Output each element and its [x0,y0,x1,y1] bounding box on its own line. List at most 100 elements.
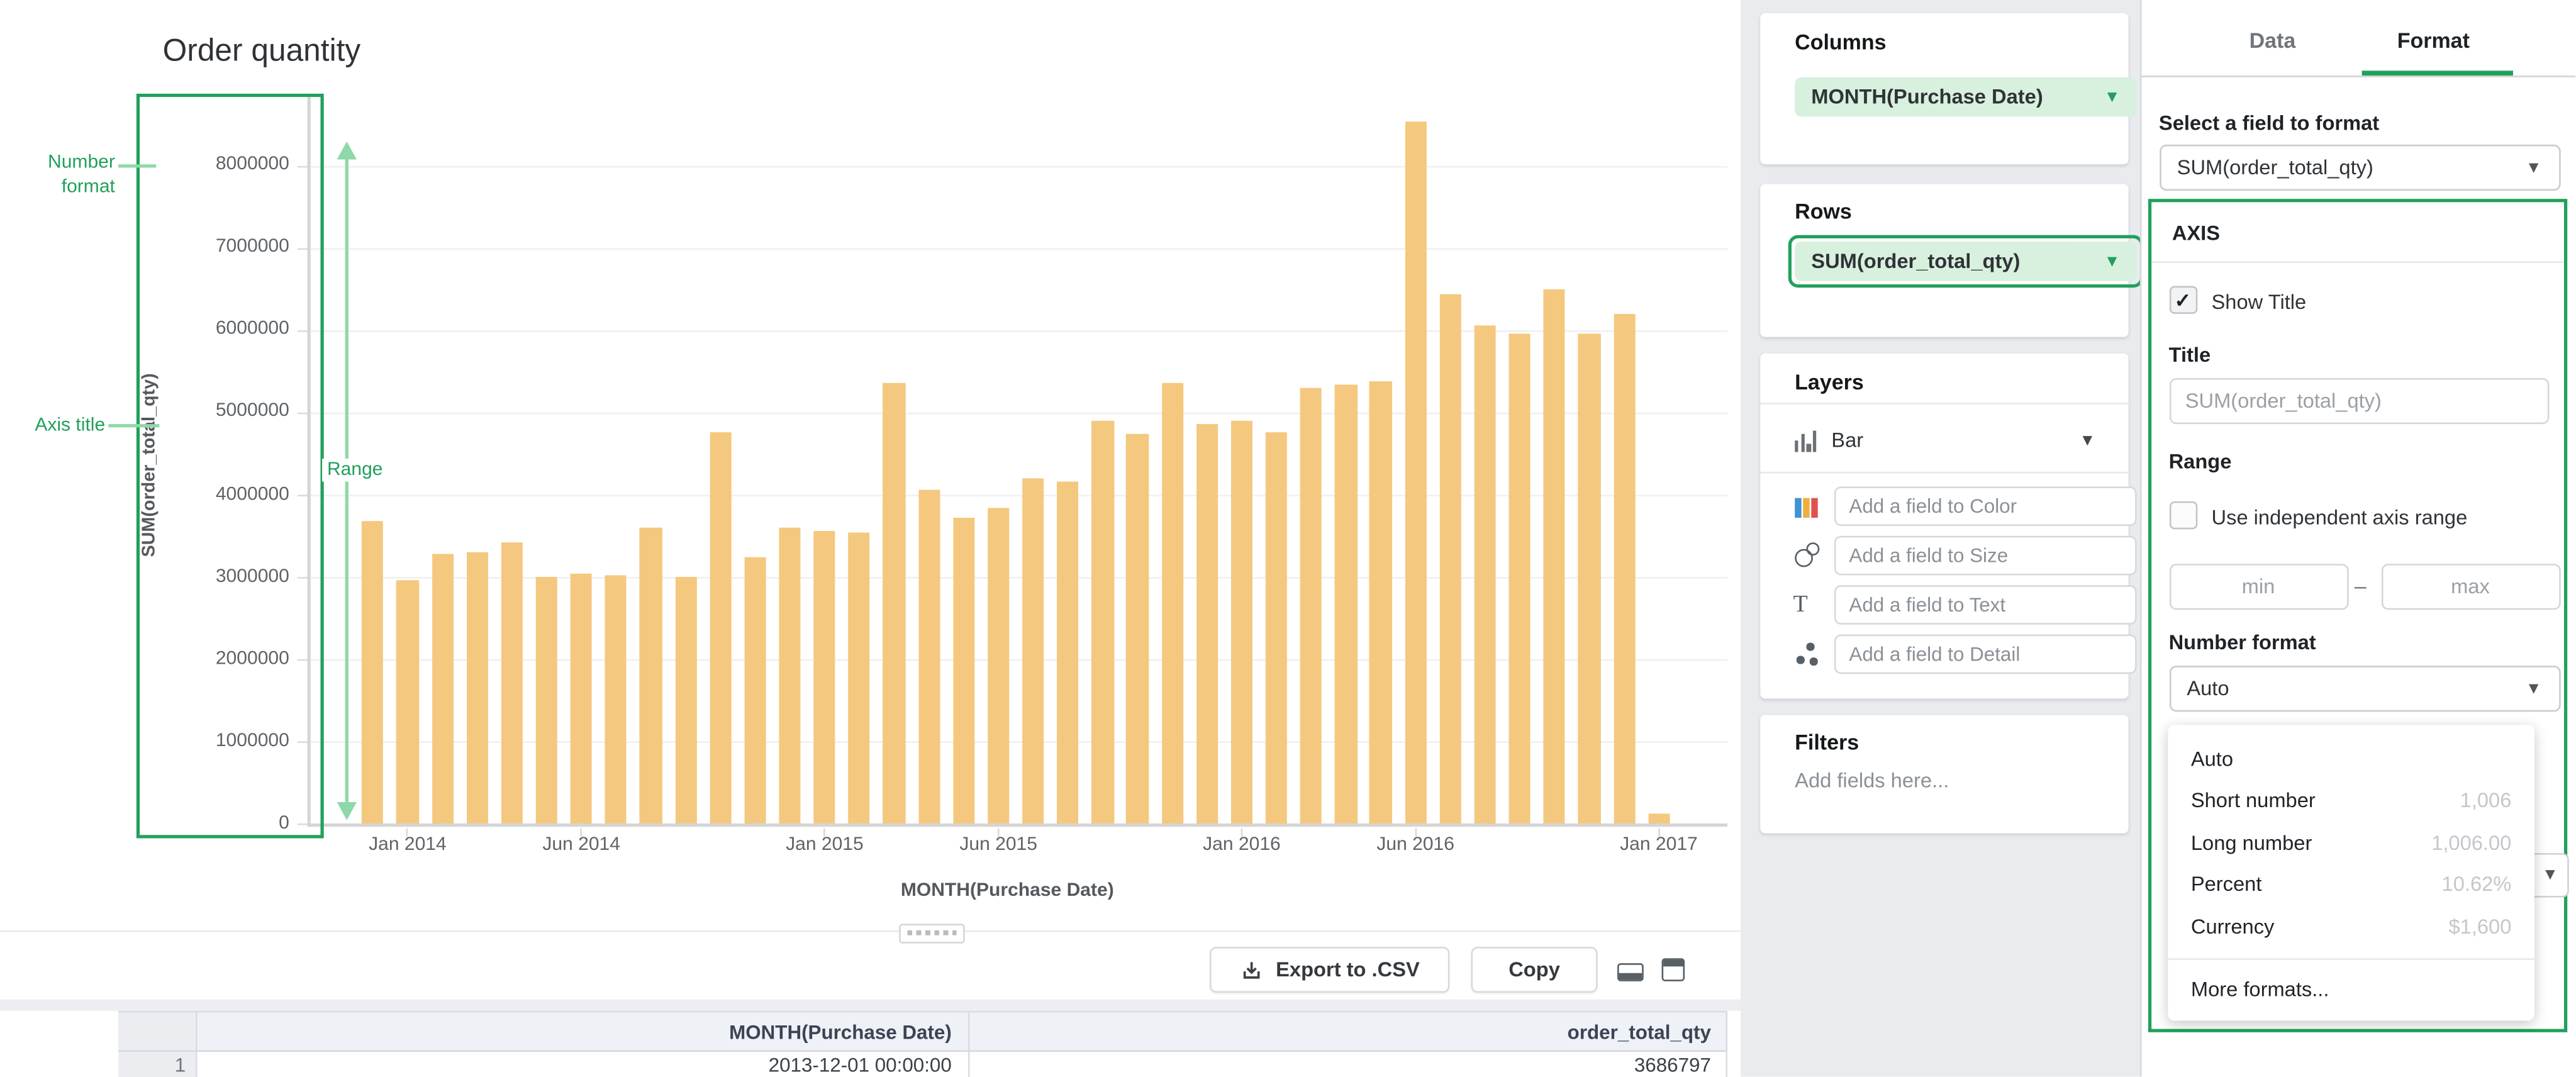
bar[interactable] [987,508,1010,825]
y-tick-mark [296,742,308,744]
maximize-window-icon[interactable] [1661,958,1685,981]
bar[interactable] [1196,425,1218,825]
bar[interactable] [1022,478,1044,824]
range-max-input[interactable]: max [2380,564,2560,610]
bar[interactable] [466,552,488,825]
number-format-menu: Auto Short number 1,006 Long number 1,006.00… [2168,725,2534,1021]
bar[interactable] [501,542,523,824]
export-csv-button[interactable]: Export to .CSV [1210,946,1450,993]
table-header-row: MONTH(Purchase Date) order_total_qty [118,1010,1728,1052]
menu-item-example: $1,600 [2448,915,2512,939]
bar[interactable] [1404,121,1427,824]
bar[interactable] [1300,388,1322,824]
chevron-down-icon[interactable]: ▼ [2079,431,2096,450]
check-icon: ✓ [2174,288,2191,312]
bar[interactable] [1508,334,1531,825]
menu-item-currency[interactable]: Currency $1,600 [2168,906,2534,948]
columns-pill-label: MONTH(Purchase Date) [1811,85,2043,109]
bar[interactable] [1161,382,1183,825]
x-tick-mark [1658,827,1660,837]
layer-field-input[interactable]: Add a field to Text [1834,585,2137,625]
menu-item-more-formats[interactable]: More formats... [2168,968,2534,1010]
bar[interactable] [1335,385,1357,825]
bar[interactable] [362,520,384,825]
menu-item-percent[interactable]: Percent 10.62% [2168,864,2534,906]
bar[interactable] [1057,482,1079,825]
bar[interactable] [1369,381,1392,825]
layer-type-label: Bar [1831,428,1864,452]
bar[interactable] [1265,433,1288,825]
field-select[interactable]: SUM(order_total_qty) ▼ [2158,144,2560,191]
bar[interactable] [1126,434,1149,825]
layer-type-row[interactable]: Bar ▼ [1795,419,2109,462]
x-axis-line [307,824,1727,828]
bar[interactable] [709,432,732,825]
bar[interactable] [744,557,766,824]
bar[interactable] [1613,313,1635,824]
bar[interactable] [952,516,975,824]
bar[interactable] [1543,289,1566,825]
filters-placeholder[interactable]: Add fields here... [1795,769,1949,793]
download-icon [1244,961,1261,978]
bar[interactable] [848,532,871,824]
axis-title-input[interactable]: SUM(order_total_qty) [2168,377,2549,425]
number-format-select[interactable]: Auto ▼ [2168,666,2560,712]
bar[interactable] [640,527,662,825]
bar[interactable] [1648,813,1670,824]
row-number-header [118,1012,196,1051]
bar[interactable] [535,576,558,825]
bar[interactable] [674,576,697,825]
copy-button[interactable]: Copy [1471,946,1598,993]
axis-title-connector [108,423,160,428]
resize-grip-handle[interactable] [899,923,965,943]
show-title-checkbox[interactable]: ✓ [2168,286,2197,315]
columns-pill[interactable]: MONTH(Purchase Date) ▼ [1795,77,2137,117]
y-tick-mark [296,247,308,250]
field-select-value: SUM(order_total_qty) [2177,156,2373,179]
chart-table-divider [0,930,1741,932]
layer-field-input[interactable]: Add a field to Size [1834,535,2137,576]
bar[interactable] [431,553,454,825]
menu-item-short-number[interactable]: Short number 1,006 [2168,780,2534,822]
menu-divider [2168,957,2534,959]
layer-field-input[interactable]: Add a field to Color [1834,486,2137,527]
rows-pill[interactable]: SUM(order_total_qty) ▼ [1795,242,2137,281]
bar[interactable] [605,574,627,825]
table-row[interactable]: 1 2013-12-01 00:00:00 3686797 [118,1052,1728,1077]
bar[interactable] [883,382,905,825]
y-tick-mark [296,165,308,167]
chevron-down-icon[interactable]: ▼ [2104,252,2121,271]
table-header-month[interactable]: MONTH(Purchase Date) [729,1020,952,1043]
table-top-strip [0,998,1741,1011]
tab-format[interactable]: Format [2397,28,2470,53]
bar[interactable] [1091,420,1114,825]
menu-item-long-number[interactable]: Long number 1,006.00 [2168,822,2534,864]
bar[interactable] [779,527,801,825]
dock-bottom-icon[interactable] [1617,963,1644,981]
columns-shelf: Columns MONTH(Purchase Date) ▼ [1760,13,2137,165]
bar[interactable] [570,572,593,825]
more-formats-label: More formats... [2190,977,2329,1001]
menu-item-auto[interactable]: Auto [2168,738,2534,780]
chevron-down-icon[interactable]: ▼ [2104,87,2121,106]
range-annotation: Range [322,457,388,481]
tab-data[interactable]: Data [2249,28,2296,53]
range-min-input[interactable]: min [2168,564,2348,610]
bar[interactable] [1439,294,1461,825]
y-tick-mark [296,494,308,497]
bar[interactable] [396,580,419,824]
min-placeholder: min [2241,575,2275,599]
gridline [308,577,1727,579]
table-header-qty[interactable]: order_total_qty [1567,1020,1711,1043]
axis-section-title: AXIS [2172,221,2221,245]
bar[interactable] [1578,334,1600,825]
axis-title-placeholder: SUM(order_total_qty) [2185,389,2382,413]
bar[interactable] [813,530,836,824]
layer-field-input[interactable]: Add a field to Detail [1834,634,2137,674]
independent-range-checkbox[interactable] [2168,501,2197,530]
bar[interactable] [918,490,940,824]
bar[interactable] [1230,421,1253,825]
range-arrow-up-icon [336,141,356,160]
bar[interactable] [1474,325,1496,824]
